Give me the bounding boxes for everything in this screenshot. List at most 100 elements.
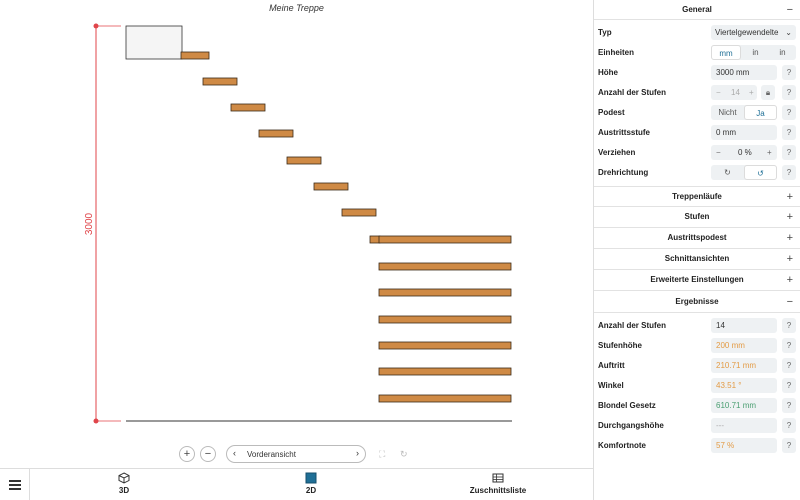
tread (378, 315, 512, 324)
zoom-in-button[interactable]: + (179, 446, 195, 462)
view-select[interactable]: ‹ Vorderansicht › (226, 445, 366, 463)
einheiten-toggle[interactable]: mm in in (711, 45, 796, 60)
einheiten-option-in[interactable]: in (752, 48, 759, 57)
help-button[interactable]: ? (782, 125, 796, 140)
prev-view-button[interactable]: ‹ (233, 448, 236, 458)
section-title: Stufen (684, 212, 710, 221)
lock-icon[interactable]: 🔒︎ (761, 85, 775, 100)
collapse-icon[interactable]: − (786, 4, 793, 16)
result-value: 43.51 ° (711, 378, 777, 393)
tread (378, 235, 512, 244)
dimension-point-bottom (93, 418, 99, 424)
reset-icon[interactable]: ↻ (400, 449, 408, 459)
expand-icon[interactable]: + (786, 232, 793, 244)
typ-select[interactable]: Viertelgewendelte ⌄ (711, 25, 796, 40)
einheiten-option-in-2[interactable]: in (779, 48, 786, 57)
minus-icon[interactable]: − (716, 88, 721, 97)
podest-option-ja[interactable]: Ja (744, 105, 777, 120)
menu-icon-line (9, 480, 21, 482)
einheiten-label: Einheiten (598, 48, 635, 57)
section-ergebnisse-header[interactable]: Ergebnisse − (594, 291, 800, 313)
expand-icon[interactable]: + (786, 191, 793, 203)
result-row: Winkel 43.51 °? (594, 375, 800, 395)
plus-icon[interactable]: + (767, 148, 772, 157)
tread (258, 129, 294, 138)
drawing-canvas[interactable]: Meine Treppe 3000 (0, 0, 593, 468)
verziehen-stepper[interactable]: − 0 % + (711, 145, 777, 160)
austritt-input[interactable]: 0 mm (711, 125, 777, 140)
tab-3d[interactable]: 3D (79, 472, 169, 495)
help-button[interactable]: ? (782, 438, 796, 453)
section-schnittansichten-header[interactable]: Schnittansichten + (594, 249, 800, 270)
einheiten-option-mm[interactable]: mm (711, 45, 741, 60)
section-stufen-header[interactable]: Stufen + (594, 207, 800, 228)
minus-icon[interactable]: − (716, 148, 721, 157)
tab-3d-label: 3D (118, 486, 130, 495)
section-title: Schnittansichten (664, 254, 730, 263)
help-button[interactable]: ? (782, 398, 796, 413)
next-view-button[interactable]: › (356, 448, 359, 458)
hoehe-input[interactable]: 3000 mm (711, 65, 777, 80)
help-button[interactable]: ? (782, 85, 796, 100)
result-row: Durchgangshöhe ---? (594, 415, 800, 435)
tread (286, 156, 322, 165)
help-button[interactable]: ? (782, 145, 796, 160)
collapse-icon[interactable]: − (786, 296, 793, 308)
dimension-label: 3000 (84, 212, 95, 235)
row-typ: Typ Viertelgewendelte ⌄ (594, 22, 800, 42)
rotate-counterclockwise-icon[interactable]: ↺ (744, 165, 777, 180)
top-platform (125, 25, 183, 60)
plus-icon[interactable]: + (749, 88, 754, 97)
rotate-clockwise-icon[interactable]: ↻ (724, 168, 731, 177)
drehrichtung-toggle[interactable]: ↻ ↺ (711, 165, 777, 180)
tread (313, 182, 349, 191)
expand-icon[interactable]: + (786, 274, 793, 286)
tread (230, 103, 266, 112)
result-row: Auftritt 210.71 mm? (594, 355, 800, 375)
tab-zuschnittsliste[interactable]: Zuschnittsliste (453, 472, 543, 495)
result-label: Auftritt (598, 361, 625, 370)
verziehen-label: Verziehen (598, 148, 636, 157)
result-value: 610.71 mm (711, 398, 777, 413)
section-general-header[interactable]: General − (594, 0, 800, 20)
help-button[interactable]: ? (782, 165, 796, 180)
expand-icon[interactable]: + (786, 253, 793, 265)
tread (180, 51, 210, 60)
help-button[interactable]: ? (782, 338, 796, 353)
menu-icon-line (9, 488, 21, 490)
help-button[interactable]: ? (782, 378, 796, 393)
tread (378, 262, 512, 271)
result-label: Winkel (598, 381, 624, 390)
row-podest: Podest Nicht Ja ? (594, 102, 800, 122)
help-button[interactable]: ? (782, 105, 796, 120)
tab-2d[interactable]: 2D (266, 472, 356, 495)
section-austrittspodest-header[interactable]: Austrittspodest + (594, 228, 800, 249)
menu-button[interactable] (0, 469, 30, 500)
tread (378, 341, 512, 350)
row-anzahl: Anzahl der Stufen − 14 + 🔒︎ ? (594, 82, 800, 102)
section-erweiterte-header[interactable]: Erweiterte Einstellungen + (594, 270, 800, 291)
typ-value: Viertelgewendelte (715, 28, 779, 37)
section-title: Austrittspodest (667, 233, 727, 242)
section-treppenlaeufe-header[interactable]: Treppenläufe + (594, 186, 800, 207)
result-label: Stufenhöhe (598, 341, 642, 350)
stair-drawing: 3000 (84, 23, 512, 424)
square-icon (305, 472, 317, 484)
help-button[interactable]: ? (782, 358, 796, 373)
results-list: Anzahl der Stufen 14? Stufenhöhe 200 mm? Auf… (594, 315, 800, 455)
anzahl-label: Anzahl der Stufen (598, 88, 667, 97)
expand-icon[interactable]: + (786, 211, 793, 223)
zoom-out-button[interactable]: − (200, 446, 216, 462)
podest-toggle[interactable]: Nicht Ja (711, 105, 777, 120)
austritt-label: Austrittsstufe (598, 128, 651, 137)
help-button[interactable]: ? (782, 65, 796, 80)
menu-icon-line (9, 484, 21, 486)
podest-option-nicht[interactable]: Nicht (718, 108, 737, 117)
anzahl-stepper[interactable]: − 14 + (711, 85, 757, 100)
row-drehrichtung: Drehrichtung ↻ ↺ ? (594, 162, 800, 182)
help-button[interactable]: ? (782, 318, 796, 333)
fullscreen-icon[interactable]: ⛶ (379, 449, 386, 459)
section-title: Erweiterte Einstellungen (650, 275, 744, 284)
help-button[interactable]: ? (782, 418, 796, 433)
